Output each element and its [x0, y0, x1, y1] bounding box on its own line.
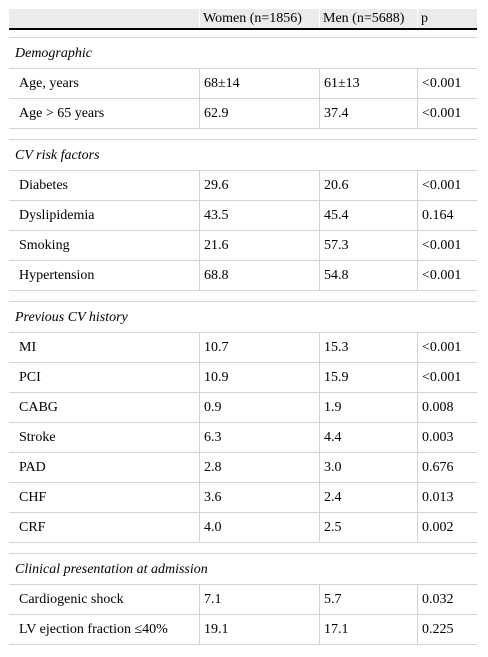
baseline-characteristics-table: Women (n=1856) Men (n=5688) p Demographi…: [9, 9, 477, 645]
women-value-cell: 2.8: [199, 453, 319, 482]
table-row: CRF 4.0 2.5 0.002: [9, 513, 477, 543]
women-value-cell: 4.0: [199, 513, 319, 542]
p-value-cell: 0.008: [417, 393, 477, 422]
header-men-cell: Men (n=5688): [319, 9, 421, 28]
women-value-cell: 68±14: [199, 69, 319, 98]
row-label-cell: MI: [19, 340, 37, 355]
men-value-cell: 3.0: [319, 453, 417, 482]
men-value-cell: 45.4: [319, 201, 417, 230]
women-value-cell: 68.8: [199, 261, 319, 290]
row-label-cell: Cardiogenic shock: [19, 592, 124, 607]
row-label-cell: CRF: [19, 520, 46, 535]
table-row: Age, years 68±14 61±13 <0.001: [9, 69, 477, 99]
header-women-cell: Women (n=1856): [199, 9, 323, 28]
p-value-cell: <0.001: [417, 363, 477, 392]
women-value-cell: 3.6: [199, 483, 319, 512]
table-header-row: Women (n=1856) Men (n=5688) p: [9, 9, 477, 30]
row-label-cell: LV ejection fraction ≤40%: [19, 622, 168, 637]
table-row: Age > 65 years 62.9 37.4 <0.001: [9, 99, 477, 129]
row-label-cell: Stroke: [19, 430, 56, 445]
row-label-cell: PAD: [19, 460, 46, 475]
section-spacer: [9, 129, 477, 140]
p-value-cell: 0.032: [417, 585, 477, 614]
section-heading: Clinical presentation at admission: [9, 554, 477, 585]
women-value-cell: 6.3: [199, 423, 319, 452]
table-row: CHF 3.6 2.4 0.013: [9, 483, 477, 513]
women-value-cell: 7.1: [199, 585, 319, 614]
table-row: MI 10.7 15.3 <0.001: [9, 333, 477, 363]
men-value-cell: 4.4: [319, 423, 417, 452]
row-label-cell: CABG: [19, 400, 58, 415]
section-heading: Previous CV history: [9, 302, 477, 333]
row-label-cell: Age > 65 years: [19, 106, 105, 121]
women-value-cell: 62.9: [199, 99, 319, 128]
p-value-cell: <0.001: [417, 99, 477, 128]
men-value-cell: 17.1: [319, 615, 417, 644]
women-value-cell: 21.6: [199, 231, 319, 260]
row-label-cell: CHF: [19, 490, 47, 505]
table-row: Dyslipidemia 43.5 45.4 0.164: [9, 201, 477, 231]
section-heading: CV risk factors: [9, 140, 477, 171]
table-row: CABG 0.9 1.9 0.008: [9, 393, 477, 423]
table-row: Cardiogenic shock 7.1 5.7 0.032: [9, 585, 477, 615]
table-row: Hypertension 68.8 54.8 <0.001: [9, 261, 477, 291]
men-value-cell: 20.6: [319, 171, 417, 200]
p-value-cell: <0.001: [417, 231, 477, 260]
p-value-cell: <0.001: [417, 171, 477, 200]
p-value-cell: 0.002: [417, 513, 477, 542]
row-label-cell: Diabetes: [19, 178, 68, 193]
table-row: PAD 2.8 3.0 0.676: [9, 453, 477, 483]
p-value-cell: <0.001: [417, 69, 477, 98]
men-value-cell: 1.9: [319, 393, 417, 422]
row-label-cell: Smoking: [19, 238, 70, 253]
section-heading: Demographic: [9, 38, 477, 69]
men-value-cell: 2.4: [319, 483, 417, 512]
row-label-cell: Hypertension: [19, 268, 95, 283]
row-label-cell: Age, years: [19, 76, 79, 91]
table-row: Stroke 6.3 4.4 0.003: [9, 423, 477, 453]
women-value-cell: 43.5: [199, 201, 319, 230]
women-value-cell: 0.9: [199, 393, 319, 422]
p-value-cell: 0.013: [417, 483, 477, 512]
table-row: LV ejection fraction ≤40% 19.1 17.1 0.225: [9, 615, 477, 645]
women-value-cell: 29.6: [199, 171, 319, 200]
men-value-cell: 5.7: [319, 585, 417, 614]
women-value-cell: 10.7: [199, 333, 319, 362]
p-value-cell: <0.001: [417, 261, 477, 290]
p-value-cell: 0.676: [417, 453, 477, 482]
women-value-cell: 10.9: [199, 363, 319, 392]
table-row: PCI 10.9 15.9 <0.001: [9, 363, 477, 393]
table-row: Diabetes 29.6 20.6 <0.001: [9, 171, 477, 201]
men-value-cell: 15.3: [319, 333, 417, 362]
p-value-cell: 0.003: [417, 423, 477, 452]
p-value-cell: 0.225: [417, 615, 477, 644]
men-value-cell: 54.8: [319, 261, 417, 290]
women-value-cell: 19.1: [199, 615, 319, 644]
section-spacer: [9, 30, 477, 38]
p-value-cell: <0.001: [417, 333, 477, 362]
men-value-cell: 61±13: [319, 69, 417, 98]
section-spacer: [9, 543, 477, 554]
row-label-cell: Dyslipidemia: [19, 208, 95, 223]
men-value-cell: 2.5: [319, 513, 417, 542]
table-row: Smoking 21.6 57.3 <0.001: [9, 231, 477, 261]
men-value-cell: 15.9: [319, 363, 417, 392]
men-value-cell: 37.4: [319, 99, 417, 128]
men-value-cell: 57.3: [319, 231, 417, 260]
table-body: Demographic Age, years 68±14 61±13 <0.001 Age…: [9, 30, 477, 645]
p-value-cell: 0.164: [417, 201, 477, 230]
section-spacer: [9, 291, 477, 302]
header-label-cell: [9, 9, 209, 28]
header-p-cell: p: [417, 9, 481, 28]
row-label-cell: PCI: [19, 370, 41, 385]
